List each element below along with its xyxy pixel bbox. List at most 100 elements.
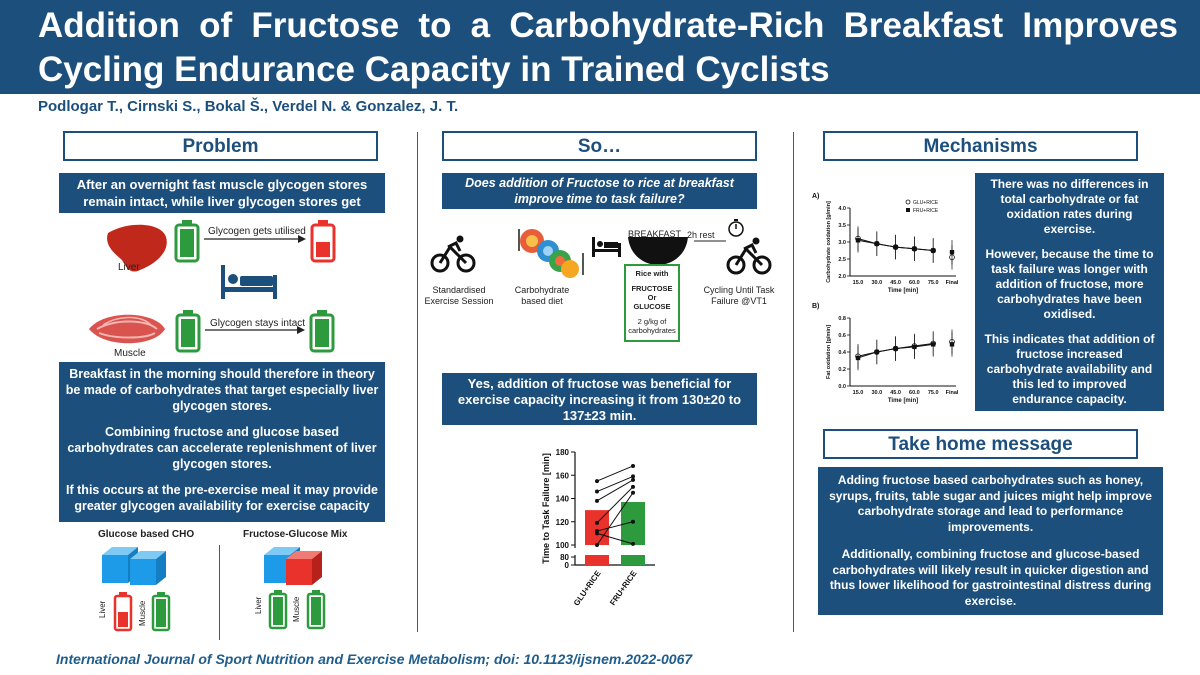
- mechanisms-heading: Mechanisms: [823, 131, 1138, 161]
- glucose-cubes: [102, 547, 166, 585]
- mix-cubes: [264, 547, 322, 585]
- y-tick-label: 3.0: [838, 240, 846, 246]
- legend-fru-label: FRU+RICE: [913, 208, 939, 214]
- problem-box-1: After an overnight fast muscle glycogen …: [59, 173, 385, 226]
- x-tick-label: 30.0: [871, 390, 882, 396]
- column-divider-left: [417, 132, 418, 632]
- cyclist-icon: [430, 235, 476, 273]
- bed-icon: [221, 265, 277, 299]
- point-fru: [893, 244, 898, 250]
- point-fru: [912, 344, 917, 350]
- x-tick-label: 15.0: [853, 390, 864, 396]
- rice-box-glucose: GLUCOSE: [633, 302, 671, 311]
- legend-fru-marker: [906, 208, 910, 212]
- mix-muscle-label: Muscle: [292, 596, 301, 622]
- pair-line: [596, 486, 634, 524]
- glucose-muscle-label: Muscle: [138, 600, 147, 626]
- point-fru: [874, 349, 879, 355]
- x-tick-label: 45.0: [890, 390, 901, 396]
- title-banner: [0, 0, 1200, 94]
- bed-icon: [592, 237, 621, 257]
- y-tick-label: 0.2: [838, 367, 846, 373]
- point-fru: [855, 355, 861, 361]
- liver-arrow-label: Glycogen gets utilised: [208, 226, 306, 237]
- y-tick-label: 4.0: [838, 206, 846, 212]
- rice-box-fructose: FRUCTOSE: [631, 284, 673, 293]
- point-fru: [855, 238, 861, 243]
- authors: Podlogar T., Cirnski S., Bokal Š., Verde…: [38, 98, 459, 115]
- y-tick-label: 2.5: [838, 257, 846, 263]
- pair-point: [595, 543, 599, 547]
- so-answer: Yes, addition of fructose was beneficial…: [442, 373, 757, 425]
- pair-line: [596, 521, 634, 532]
- pair-point: [631, 474, 635, 479]
- mechanisms-text: There was no differences in total carboh…: [975, 173, 1164, 411]
- bar-glu+rice: [585, 510, 609, 545]
- point-fru: [893, 346, 898, 351]
- x-tick-label: 75.0: [928, 390, 939, 396]
- pair-point: [595, 520, 599, 525]
- y-axis-label: Time to Task Failure [min]: [541, 453, 551, 564]
- y-tick-label: 0: [565, 561, 570, 570]
- y-tick-label: 3.5: [838, 223, 846, 229]
- y-tick-label: 2.0: [838, 274, 846, 280]
- takehome-p2: Additionally, combining fructose and glu…: [829, 547, 1152, 608]
- pair-point: [631, 484, 635, 489]
- x-tick-label: 60.0: [909, 280, 920, 286]
- pair-point: [631, 541, 635, 546]
- x-tick-label: 60.0: [909, 390, 920, 396]
- muscle-arrow-label: Glycogen stays intact: [210, 318, 306, 329]
- so-question: Does addition of Fructose to rice at bre…: [442, 173, 757, 209]
- rice-box: Rice with FRUCTOSE Or GLUCOSE 2 g/kg of …: [624, 264, 680, 342]
- step-diet-label: Carbohydrate based diet: [514, 285, 570, 306]
- x-tick-label: 30.0: [871, 280, 882, 286]
- x-tick-label: FRU+RICE: [608, 568, 639, 607]
- x-tick-label: 75.0: [928, 280, 939, 286]
- problem-heading: Problem: [63, 131, 378, 161]
- so-heading: So…: [442, 131, 757, 161]
- pair-line: [596, 475, 634, 492]
- legend-glu-marker: [905, 199, 911, 205]
- x-tick-label: Final: [946, 390, 959, 396]
- full-battery-icon: [268, 590, 288, 630]
- pair-point: [631, 463, 635, 468]
- chart-tag: A): [812, 193, 819, 200]
- y-tick-label: 160: [556, 471, 570, 480]
- rice-box-dose: 2 g/kg of carbohydrates: [628, 317, 676, 335]
- liver-icon: [107, 224, 167, 272]
- point-fru: [931, 248, 936, 253]
- problem-box-2-p1: Breakfast in the morning should therefor…: [65, 367, 379, 413]
- mix-batteries: [268, 590, 326, 630]
- pair-line: [596, 479, 634, 502]
- cyclist-icon: [726, 237, 772, 275]
- pair-point: [595, 479, 599, 484]
- step-exercise-label: Standardised Exercise Session: [424, 285, 494, 306]
- chart-tag: B): [812, 303, 819, 310]
- problem-box-2-p2: Combining fructose and glucose based car…: [67, 425, 377, 471]
- bowl-icon: [628, 237, 688, 265]
- low-battery-icon: [113, 592, 133, 632]
- liver-label: Liver: [118, 262, 140, 273]
- pair-point: [595, 489, 599, 494]
- y-tick-label: 80: [560, 553, 569, 562]
- glucose-batteries: [113, 592, 171, 632]
- full-battery-icon: [309, 310, 335, 353]
- y-tick-label: 0.8: [838, 316, 846, 322]
- fructose-cube-icon: [286, 551, 322, 585]
- y-axis-label: Fat oxidation [g/min]: [826, 325, 832, 379]
- low-battery-icon: [310, 220, 336, 263]
- journal-citation: International Journal of Sport Nutrition…: [56, 651, 693, 667]
- takehome-box: Adding fructose based carbohydrates such…: [818, 467, 1163, 615]
- stopwatch-icon: [728, 219, 744, 237]
- cho-divider: [219, 545, 220, 640]
- point-fru: [949, 250, 955, 255]
- pair-point: [631, 490, 635, 495]
- muscle-label: Muscle: [114, 348, 146, 359]
- mech-chart-a: A) 4.0 3.5 3.0 2.5 2.0 15.0 30.0 45.0 60.0 75.0 Fin…: [812, 193, 959, 294]
- y-tick-label: 0.4: [838, 350, 847, 356]
- so-icons: [430, 219, 772, 278]
- glucose-cube-icon: [130, 551, 166, 585]
- plates-icon: [518, 229, 584, 278]
- page-title: Addition of Fructose to a Carbohydrate-R…: [38, 6, 1178, 89]
